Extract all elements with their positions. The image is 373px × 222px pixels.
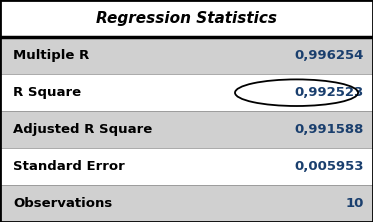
Text: Multiple R: Multiple R (13, 49, 89, 62)
Text: 0,992523: 0,992523 (294, 86, 364, 99)
Bar (0, 0, 373, 37)
Text: Regression Statistics: Regression Statistics (96, 11, 277, 26)
Bar (0, 185, 373, 222)
Text: 0,996254: 0,996254 (294, 49, 364, 62)
Text: 0,005953: 0,005953 (294, 160, 364, 173)
Text: 10: 10 (345, 197, 364, 210)
Text: Standard Error: Standard Error (13, 160, 125, 173)
Bar (0, 111, 373, 148)
Text: Adjusted R Square: Adjusted R Square (13, 123, 152, 136)
Text: Observations: Observations (13, 197, 112, 210)
Text: R Square: R Square (13, 86, 81, 99)
Bar (0, 37, 373, 74)
Bar (0, 74, 373, 111)
Text: 0,991588: 0,991588 (294, 123, 364, 136)
Bar (0, 148, 373, 185)
